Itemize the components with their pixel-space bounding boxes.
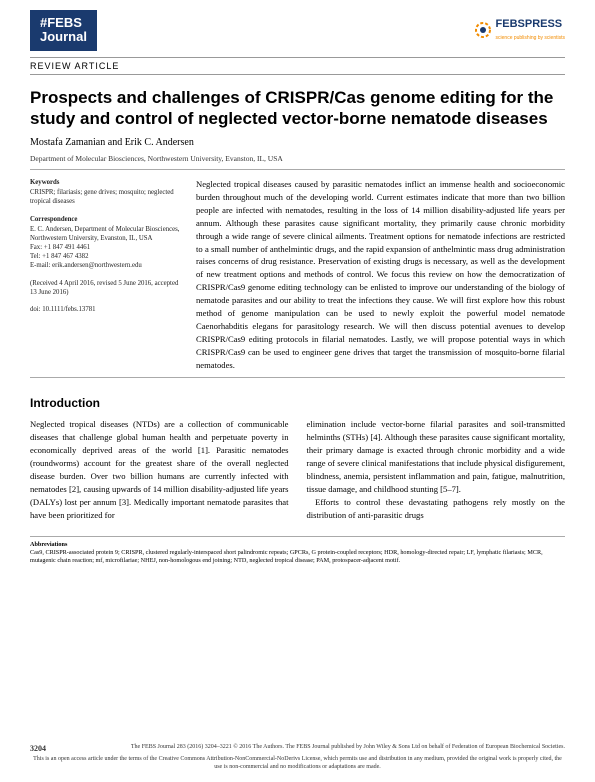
- meta-column: Keywords CRISPR; filariasis; gene drives…: [30, 178, 180, 371]
- divider-bottom: [30, 377, 565, 378]
- abbreviations-box: Abbreviations Cas9, CRISPR-associated pr…: [30, 536, 565, 566]
- authors: Mostafa Zamanian and Erik C. Andersen: [30, 137, 565, 148]
- febs-press-logo: FEBSPRESS science publishing by scientis…: [474, 18, 565, 42]
- meta-abstract-row: Keywords CRISPR; filariasis; gene drives…: [30, 178, 565, 371]
- footer-license: This is an open access article under the…: [30, 756, 565, 772]
- journal-logo: #FEBS Journal: [30, 10, 97, 51]
- keywords-text: CRISPR; filariasis; gene drives; mosquit…: [30, 189, 174, 205]
- journal-name-line2: Journal: [40, 30, 87, 44]
- correspondence-label: Correspondence: [30, 215, 180, 224]
- affiliation: Department of Molecular Biosciences, Nor…: [30, 154, 565, 163]
- correspondence-text: E. C. Andersen, Department of Molecular …: [30, 226, 180, 270]
- journal-name-line1: #FEBS: [40, 16, 87, 30]
- introduction-heading: Introduction: [30, 396, 565, 410]
- febs-press-label: FEBSPRESS: [496, 18, 563, 30]
- footer-citation: The FEBS Journal 283 (2016) 3204–3221 © …: [66, 744, 565, 754]
- header-bar: #FEBS Journal FEBSPRESS science publishi…: [0, 0, 595, 57]
- intro-col-left: Neglected tropical diseases (NTDs) are a…: [30, 418, 289, 521]
- intro-col-right: elimination include vector-borne filaria…: [307, 418, 566, 521]
- article-title: Prospects and challenges of CRISPR/Cas g…: [30, 87, 565, 130]
- abbreviations-text: Cas9, CRISPR-associated protein 9; CRISP…: [30, 549, 543, 564]
- divider-top: [30, 169, 565, 170]
- febs-press-tagline: science publishing by scientists: [496, 35, 565, 41]
- abstract-text: Neglected tropical diseases caused by pa…: [196, 178, 565, 371]
- received-text: (Received 4 April 2016, revised 5 June 2…: [30, 280, 178, 296]
- doi-text: doi: 10.1111/febs.13781: [30, 306, 96, 313]
- page-number: 3204: [30, 744, 46, 754]
- article-type-label: REVIEW ARTICLE: [30, 57, 565, 75]
- abbreviations-label: Abbreviations: [30, 541, 565, 549]
- intro-columns: Neglected tropical diseases (NTDs) are a…: [30, 418, 565, 521]
- febs-press-icon: [474, 21, 492, 39]
- keywords-label: Keywords: [30, 178, 180, 187]
- page-footer: 3204 The FEBS Journal 283 (2016) 3204–32…: [30, 744, 565, 772]
